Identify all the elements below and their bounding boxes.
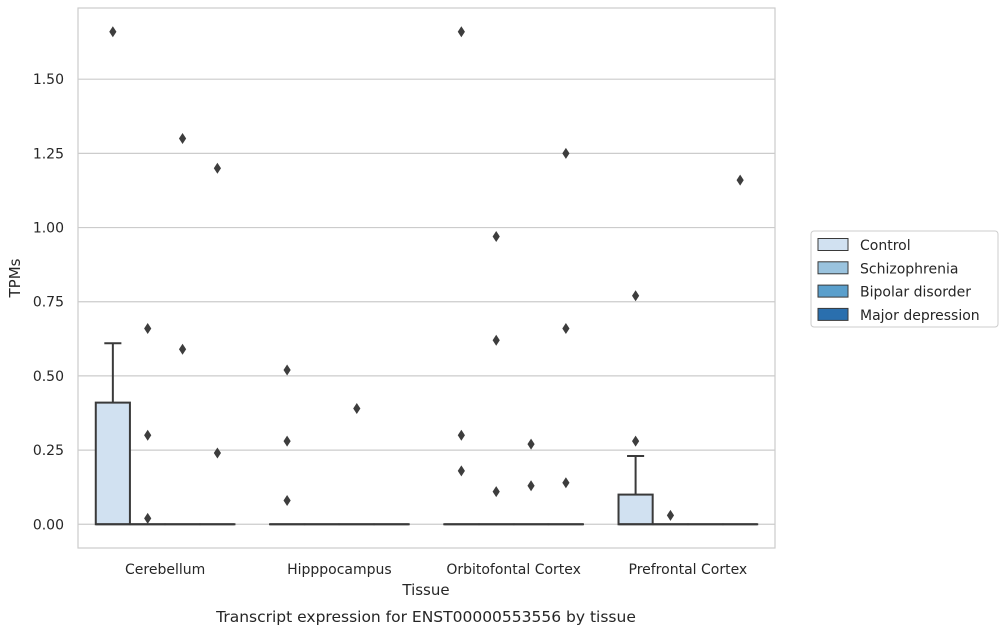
y-tick-label: 1.00	[33, 221, 64, 237]
outlier-marker	[178, 133, 187, 145]
outlier-marker	[666, 509, 675, 521]
outlier-marker	[562, 147, 570, 159]
x-axis-ticks: Cerebellum Hipppocampus Orbitofontal Corte…	[125, 562, 747, 578]
outlier-marker	[457, 26, 465, 38]
legend-label: Schizophrenia	[860, 261, 958, 277]
box-group	[617, 455, 654, 526]
box-group	[94, 342, 131, 526]
y-tick-label: 0.50	[33, 369, 64, 385]
y-axis-label: TPMs	[6, 258, 24, 298]
outlier-marker	[213, 447, 221, 459]
box-body	[94, 401, 131, 526]
outlier-marker	[353, 403, 361, 415]
legend: Control Schizophrenia Bipolar disorder Majo…	[810, 230, 999, 328]
legend-swatch	[817, 261, 849, 275]
y-tick-label: 0.00	[33, 517, 64, 533]
x-tick-label: Hipppocampus	[287, 562, 392, 578]
outlier-marker	[283, 435, 291, 447]
outlier-marker	[492, 486, 500, 498]
chart-caption: Transcript expression for ENST0000055355…	[215, 608, 636, 626]
x-axis-label: Tissue	[401, 581, 449, 599]
outlier-marker	[283, 495, 291, 507]
outlier-marker	[178, 343, 187, 355]
outlier-marker	[283, 364, 291, 376]
y-axis-ticks: 0.00 0.25 0.50 0.75 1.00 1.25 1.50	[33, 72, 64, 533]
outlier-marker	[736, 174, 744, 186]
legend-swatch	[817, 307, 849, 321]
outlier-marker	[527, 480, 535, 492]
x-tick-label: Cerebellum	[125, 562, 205, 578]
box-series	[94, 342, 759, 526]
outlier-marker	[109, 26, 117, 38]
y-tick-label: 1.50	[33, 72, 64, 88]
outlier-marker	[457, 429, 465, 441]
legend-frame	[810, 230, 999, 328]
outlier-points	[109, 26, 744, 524]
x-tick-label: Prefrontal Cortex	[629, 562, 748, 578]
outlier-marker	[492, 230, 500, 242]
y-tick-label: 0.25	[33, 443, 64, 459]
grid-lines	[78, 78, 775, 525]
plot-area-frame	[77, 7, 776, 549]
legend-label: Bipolar disorder	[860, 285, 971, 301]
outlier-marker	[213, 162, 221, 174]
outlier-marker	[144, 429, 152, 441]
x-tick-label: Orbitofontal Cortex	[446, 562, 581, 578]
y-tick-label: 1.25	[33, 146, 64, 162]
outlier-marker	[457, 465, 465, 477]
outlier-marker	[562, 477, 570, 489]
legend-label: Control	[860, 238, 911, 254]
outlier-marker	[562, 322, 570, 334]
y-tick-label: 0.75	[33, 295, 64, 311]
box-body	[617, 493, 654, 526]
legend-swatch	[817, 238, 849, 251]
outlier-marker	[492, 334, 500, 346]
outlier-marker	[632, 435, 640, 447]
legend-swatch	[817, 284, 849, 298]
legend-label: Major depression	[860, 308, 980, 324]
outlier-marker	[527, 438, 535, 450]
outlier-marker	[632, 290, 640, 302]
outlier-marker	[144, 322, 152, 334]
outlier-marker	[144, 512, 152, 524]
